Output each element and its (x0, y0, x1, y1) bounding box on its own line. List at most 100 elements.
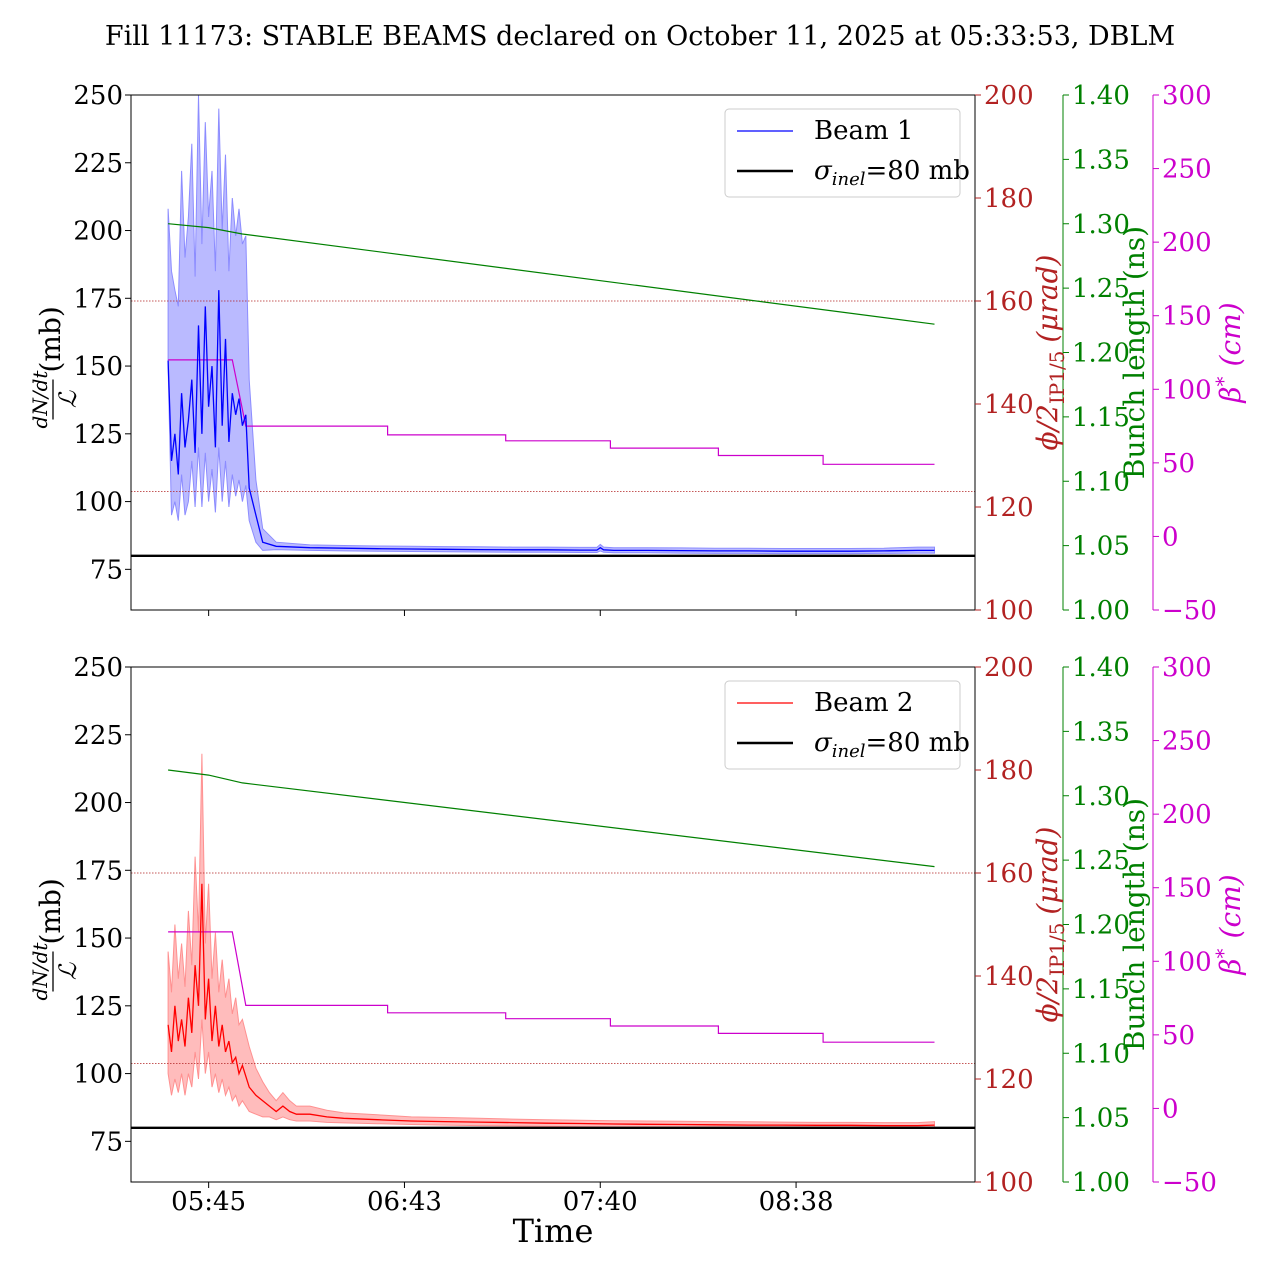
beam-uncertainty-band (167, 753, 935, 1129)
beta-star-axis-label: β* (cm) (1211, 874, 1247, 975)
bunch-length-tick-label: 1.25 (1072, 274, 1130, 304)
crossing-angle-label-subscript: IP1/5 (1045, 351, 1069, 405)
bottom-panel: 75 100 125 150 175 200 225 250 05:45 06:43 07:40 08… (28, 653, 1247, 1217)
beta-star-tick-label: 200 (1162, 228, 1212, 258)
legend-beam-label: Beam 2 (814, 688, 913, 718)
bunch-length-tick-label: 1.40 (1072, 653, 1130, 683)
beta-star-axis-label: β* (cm) (1211, 302, 1247, 403)
bunch-length-tick-label: 1.10 (1072, 1039, 1130, 1069)
beta-star-axis-label-text: β* (cm) (1211, 302, 1247, 403)
crossing-angle-label-unit: (μrad) (1031, 255, 1064, 343)
bunch-length-axis-label-text: Bunch length (ns) (1118, 226, 1151, 479)
legend-sigma-symbol: σ (814, 728, 833, 758)
left-tick-label: 200 (73, 217, 123, 247)
crossing-angle-tick-label: 100 (984, 596, 1034, 626)
chart-title: Fill 11173: STABLE BEAMS declared on Oct… (105, 21, 1175, 52)
legend-beam-label: Beam 1 (814, 116, 913, 146)
bunch-length-axis-label-text: Bunch length (ns) (1118, 798, 1151, 1051)
crossing-angle-axis-label-text: ϕ/2IP1/5 (μrad) (1031, 255, 1069, 451)
x-tick-label: 07:40 (563, 1187, 638, 1217)
plot-frame (130, 94, 976, 611)
legend-sigma-label: σinel=80 mb (814, 728, 970, 762)
x-tick-label: 08:38 (759, 1187, 834, 1217)
bunch-length-tick-label: 1.30 (1072, 210, 1130, 240)
bunch-length-line (168, 769, 935, 868)
beta-star-label-beta: β (1214, 958, 1247, 975)
beta-star-label-unit: (cm) (1214, 302, 1247, 366)
crossing-angle-axis-label: ϕ/2IP1/5 (μrad) (1031, 255, 1069, 451)
crossing-angle-tick-label: 180 (984, 184, 1034, 214)
crossing-angle-tick-label: 120 (984, 1065, 1034, 1095)
x-axis-label: Time (513, 1212, 594, 1250)
bunch-length-tick-label: 1.40 (1072, 81, 1130, 111)
beta-star-tick-label: 0 (1162, 1094, 1179, 1124)
crossing-angle-label-phi: ϕ/2 (1031, 404, 1064, 450)
beta-star-label-star: * (1211, 948, 1235, 958)
crossing-angle-label-phi: ϕ/2 (1031, 976, 1064, 1022)
legend-sigma-subscript: inel (832, 169, 866, 190)
beta-star-tick-label: 50 (1162, 1021, 1195, 1051)
legend-sigma-symbol: σ (814, 156, 833, 186)
beta-star-line (168, 931, 935, 1043)
beta-star-tick-label: 300 (1162, 653, 1212, 683)
x-tick-label: 06:43 (367, 1187, 442, 1217)
beta-star-label-star: * (1211, 376, 1235, 386)
left-tick-label: 150 (73, 924, 123, 954)
plot-area (131, 753, 975, 1129)
crossing-angle-tick-label: 160 (984, 859, 1034, 889)
bunch-length-tick-label: 1.35 (1072, 717, 1130, 747)
crossing-angle-tick-label: 160 (984, 287, 1034, 317)
legend-sigma-value: =80 mb (866, 728, 970, 758)
left-axis-label-unit: (mb) (34, 306, 67, 372)
legend: Beam 1 σinel=80 mb (724, 108, 970, 198)
bunch-length-axis-label: Bunch length (ns) (1118, 798, 1151, 1051)
bunch-length-axis-label: Bunch length (ns) (1118, 226, 1151, 479)
left-tick-label: 75 (90, 1127, 123, 1157)
beta-star-tick-label: 50 (1162, 449, 1195, 479)
crossing-angle-tick-label: 120 (984, 493, 1034, 523)
bunch-length-line (168, 223, 935, 325)
bunch-length-tick-label: 1.30 (1072, 782, 1130, 812)
crossing-angle-axis-label-text: ϕ/2IP1/5 (μrad) (1031, 827, 1069, 1023)
left-axis-label: dN/dt ℒ (mb) (28, 878, 82, 1000)
plot-area (131, 95, 975, 557)
beta-star-label-unit: (cm) (1214, 874, 1247, 938)
left-axis-label-numerator: dN/dt (28, 370, 52, 429)
left-tick-label: 125 (73, 420, 123, 450)
bunch-length-tick-label: 1.20 (1072, 911, 1130, 941)
left-tick-label: 100 (73, 488, 123, 518)
left-tick-label: 125 (73, 992, 123, 1022)
bunch-length-tick-label: 1.15 (1072, 403, 1130, 433)
bunch-length-tick-label: 1.05 (1072, 1104, 1130, 1134)
crossing-angle-axis-label: ϕ/2IP1/5 (μrad) (1031, 827, 1069, 1023)
top-panel: 75 100 125 150 175 200 225 250 100 120 140 160 180 20… (28, 81, 1247, 626)
legend-sigma-value: =80 mb (866, 156, 970, 186)
left-tick-label: 100 (73, 1060, 123, 1090)
legend-sigma-subscript: inel (832, 741, 866, 762)
plot-frame (130, 666, 976, 1183)
legend: Beam 2 σinel=80 mb (724, 680, 970, 770)
bunch-length-tick-label: 1.35 (1072, 145, 1130, 175)
beta-star-label-beta: β (1214, 386, 1247, 403)
beta-star-tick-label: 0 (1162, 522, 1179, 552)
beam-line (167, 290, 935, 552)
left-tick-label: 250 (73, 81, 123, 111)
bunch-length-tick-label: 1.15 (1072, 975, 1130, 1005)
legend-sigma-label: σinel=80 mb (814, 156, 970, 190)
bunch-length-tick-label: 1.25 (1072, 846, 1130, 876)
left-tick-label: 225 (73, 721, 123, 751)
crossing-angle-tick-label: 140 (984, 962, 1034, 992)
bunch-length-tick-label: 1.00 (1072, 596, 1130, 626)
left-tick-label: 75 (90, 555, 123, 585)
bunch-length-tick-label: 1.05 (1072, 532, 1130, 562)
bunch-length-tick-label: 1.00 (1072, 1168, 1130, 1198)
x-tick-label: 05:45 (171, 1187, 246, 1217)
beta-star-line (168, 359, 935, 465)
crossing-angle-label-unit: (μrad) (1031, 827, 1064, 915)
beta-star-tick-label: 150 (1162, 874, 1212, 904)
beta-star-axis-label-text: β* (cm) (1211, 874, 1247, 975)
crossing-angle-tick-label: 200 (984, 81, 1034, 111)
beta-star-tick-label: 150 (1162, 302, 1212, 332)
bunch-length-tick-label: 1.10 (1072, 467, 1130, 497)
